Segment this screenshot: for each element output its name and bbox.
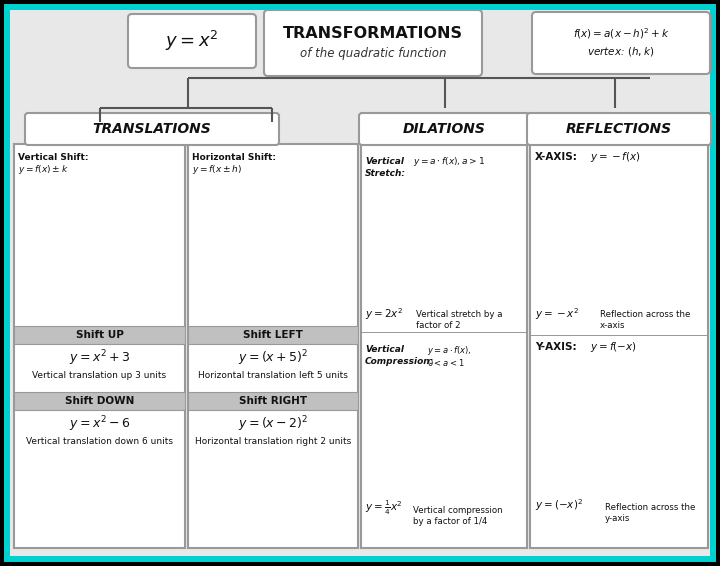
FancyBboxPatch shape [264, 10, 482, 76]
Text: of the quadratic function: of the quadratic function [300, 48, 446, 61]
Text: $y = f(-x)$: $y = f(-x)$ [590, 340, 636, 354]
FancyBboxPatch shape [128, 14, 256, 68]
Text: TRANSFORMATIONS: TRANSFORMATIONS [283, 25, 463, 41]
Text: Vertical translation up 3 units: Vertical translation up 3 units [32, 371, 166, 380]
Text: Shift LEFT: Shift LEFT [243, 330, 303, 340]
Text: $y = a \cdot f(x), a > 1$: $y = a \cdot f(x), a > 1$ [413, 155, 485, 168]
Text: $y = x^2$: $y = x^2$ [166, 29, 219, 53]
FancyBboxPatch shape [25, 113, 279, 145]
Text: $y = -x^2$: $y = -x^2$ [535, 306, 580, 322]
Text: Vertical
Stretch:: Vertical Stretch: [365, 157, 406, 178]
Bar [14, 326, 185, 344]
Text: REFLECTIONS: REFLECTIONS [566, 122, 672, 136]
Text: Reflection across the
y-axis: Reflection across the y-axis [605, 503, 696, 523]
Text: $y = a \cdot f(x),$: $y = a \cdot f(x),$ [427, 344, 472, 357]
Text: Shift RIGHT: Shift RIGHT [239, 396, 307, 406]
Bar [188, 144, 358, 548]
Text: Shift DOWN: Shift DOWN [65, 396, 134, 406]
Text: $y = (x+5)^2$: $y = (x+5)^2$ [238, 348, 308, 368]
Text: $y = (-x)^2$: $y = (-x)^2$ [535, 497, 583, 513]
Bar [530, 335, 708, 336]
Text: Reflection across the
x-axis: Reflection across the x-axis [600, 310, 690, 330]
Text: Vertical
Compression:: Vertical Compression: [365, 345, 434, 366]
Text: Y-AXIS:: Y-AXIS: [535, 342, 577, 352]
Text: Shift UP: Shift UP [76, 330, 123, 340]
Bar [530, 144, 708, 548]
Text: $y = 2x^2$: $y = 2x^2$ [365, 306, 403, 322]
FancyBboxPatch shape [359, 113, 529, 145]
Text: Horizontal translation left 5 units: Horizontal translation left 5 units [198, 371, 348, 380]
Text: Vertical translation down 6 units: Vertical translation down 6 units [26, 438, 173, 447]
Bar [361, 144, 527, 548]
Text: Vertical compression
by a factor of 1/4: Vertical compression by a factor of 1/4 [413, 506, 503, 526]
Text: Vertical stretch by a
factor of 2: Vertical stretch by a factor of 2 [416, 310, 503, 330]
Text: $y = x^2 - 6$: $y = x^2 - 6$ [69, 414, 130, 434]
FancyBboxPatch shape [532, 12, 710, 74]
Text: $0 < a < 1$: $0 < a < 1$ [427, 357, 464, 368]
Text: $y = \frac{1}{4}x^2$: $y = \frac{1}{4}x^2$ [365, 499, 402, 517]
Bar [14, 144, 185, 548]
Text: X-AXIS:: X-AXIS: [535, 152, 578, 162]
Text: $y = -f(x)$: $y = -f(x)$ [590, 150, 641, 164]
Bar [361, 332, 527, 333]
Text: $y = f(x \pm h)$: $y = f(x \pm h)$ [192, 162, 242, 175]
Text: $f(x) = a(x-h)^2 + k$: $f(x) = a(x-h)^2 + k$ [572, 27, 670, 41]
Text: Horizontal Shift:: Horizontal Shift: [192, 152, 276, 161]
Bar [188, 392, 358, 410]
Bar [188, 326, 358, 344]
Text: Horizontal translation right 2 units: Horizontal translation right 2 units [195, 438, 351, 447]
FancyBboxPatch shape [527, 113, 711, 145]
Text: vertex: $(h, k)$: vertex: $(h, k)$ [588, 45, 654, 58]
Text: TRANSLATIONS: TRANSLATIONS [93, 122, 212, 136]
Text: $y = (x-2)^2$: $y = (x-2)^2$ [238, 414, 308, 434]
Bar [14, 392, 185, 410]
Text: $y = f(x) \pm k$: $y = f(x) \pm k$ [18, 162, 68, 175]
Text: $y = x^2 + 3$: $y = x^2 + 3$ [69, 348, 130, 368]
Text: DILATIONS: DILATIONS [402, 122, 485, 136]
Text: Vertical Shift:: Vertical Shift: [18, 152, 89, 161]
